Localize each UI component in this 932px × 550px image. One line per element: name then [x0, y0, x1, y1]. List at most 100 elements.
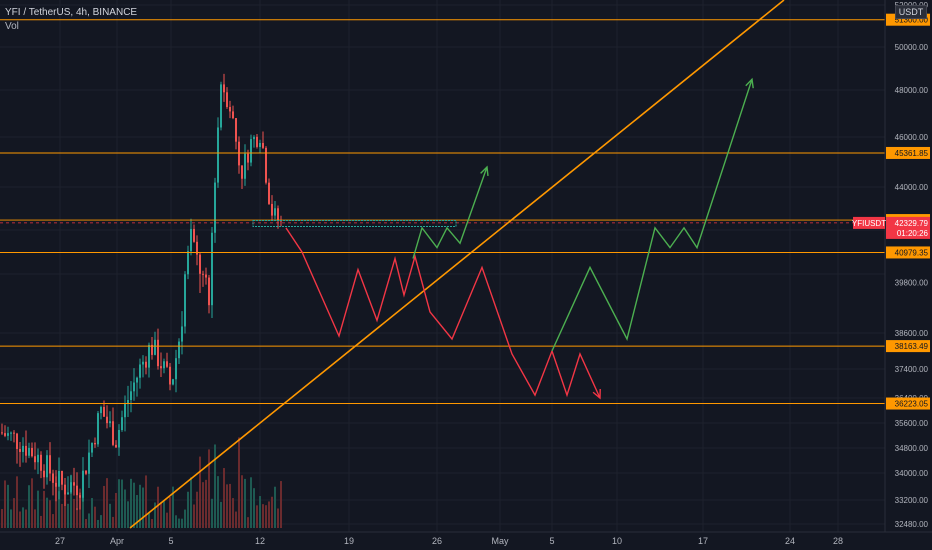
- currency-badge[interactable]: USDT: [895, 5, 927, 19]
- horizontal-levels[interactable]: [0, 19, 885, 405]
- candle-body: [130, 391, 132, 401]
- volume-bar: [265, 505, 267, 528]
- candle-body: [154, 339, 156, 355]
- candle-body: [73, 482, 75, 486]
- volume-bar: [91, 498, 93, 528]
- trendline-segment[interactable]: [129, 0, 785, 529]
- candle-body: [40, 454, 42, 471]
- volume-bar: [193, 504, 195, 528]
- level-label-bg[interactable]: [886, 397, 930, 410]
- volume-bar: [112, 516, 114, 528]
- current-price-bg[interactable]: [886, 216, 930, 239]
- volume-label: Vol: [5, 21, 19, 32]
- volume-bar: [148, 512, 150, 528]
- bullish-arrow-long[interactable]: [745, 77, 754, 89]
- candle-body: [271, 203, 273, 216]
- time-tick: 12: [255, 536, 265, 546]
- volume-bar: [76, 508, 78, 528]
- volume-bar: [211, 498, 213, 528]
- volume-bar: [262, 504, 264, 528]
- price-axis[interactable]: 52000.0050000.0048000.0046000.0044000.00…: [852, 0, 932, 550]
- candle-body: [10, 432, 12, 434]
- bearish-path[interactable]: [285, 227, 601, 399]
- level-label-bg[interactable]: [886, 340, 930, 353]
- level-label[interactable]: 40979.35: [895, 248, 929, 257]
- candle-body: [259, 142, 261, 147]
- candle-body: [70, 482, 72, 493]
- volume-bar: [10, 509, 12, 528]
- volume-bar: [226, 484, 228, 528]
- time-tick: Apr: [110, 536, 124, 546]
- volume-bar: [100, 515, 102, 528]
- price-tick: 50000.00: [895, 43, 929, 52]
- candle-body: [214, 182, 216, 233]
- candle-body: [88, 452, 90, 474]
- current-price-value[interactable]: 42329.79: [895, 219, 929, 228]
- bullish-path-short[interactable]: [412, 166, 488, 259]
- candle-body: [58, 470, 60, 487]
- trendline[interactable]: [129, 0, 785, 529]
- candle-body: [133, 382, 135, 392]
- volume-bar: [214, 444, 216, 528]
- volume-bar: [142, 487, 144, 528]
- level-label-bg[interactable]: [886, 146, 930, 159]
- candle-body: [124, 403, 126, 418]
- time-tick: 27: [55, 536, 65, 546]
- volume-bar: [187, 491, 189, 528]
- volume-bar: [67, 503, 69, 528]
- level-label[interactable]: 51300.00: [895, 16, 929, 25]
- volume-bar: [7, 484, 9, 528]
- bullish-arrow-short[interactable]: [480, 165, 489, 177]
- level-label[interactable]: 45361.85: [895, 149, 929, 158]
- volume-bar: [208, 449, 210, 528]
- bullish-path-long[interactable]: [551, 79, 753, 352]
- level-label[interactable]: 36223.05: [895, 400, 929, 409]
- volume-bar: [31, 478, 33, 528]
- volume-bar: [88, 513, 90, 528]
- volume-bars: [1, 437, 282, 528]
- support-zone[interactable]: [252, 220, 457, 228]
- candle-body: [16, 433, 18, 449]
- candle-body: [163, 361, 165, 369]
- symbol-tag-bg[interactable]: [853, 216, 885, 229]
- candle-body: [217, 127, 219, 183]
- candle-body: [49, 455, 51, 474]
- level-label-bg[interactable]: [886, 246, 930, 259]
- time-axis[interactable]: 27 Apr 5 12 19 26 May 5 10 17 24 28: [0, 531, 932, 550]
- candle-body: [157, 339, 159, 367]
- candle-body: [220, 84, 222, 128]
- candle-body: [256, 136, 258, 147]
- bearish-arrow[interactable]: [592, 388, 601, 400]
- candle-body: [238, 141, 240, 166]
- scenario-paths[interactable]: [252, 77, 754, 400]
- volume-bar: [61, 503, 63, 528]
- candle-countdown[interactable]: 01:20:26: [897, 229, 929, 238]
- volume-bar: [202, 482, 204, 528]
- candle-body: [229, 106, 231, 112]
- time-tick: 24: [785, 536, 795, 546]
- volume-bar: [115, 492, 117, 528]
- price-tick: 48000.00: [895, 86, 929, 95]
- volume-bar: [178, 518, 180, 528]
- volume-bar: [259, 496, 261, 528]
- candle-body: [7, 433, 9, 436]
- candle-body: [85, 470, 87, 474]
- candle-body: [265, 147, 267, 183]
- candle-body: [277, 208, 279, 221]
- level-label[interactable]: 38163.49: [895, 342, 929, 351]
- volume-bar: [205, 479, 207, 528]
- candle-body: [118, 430, 120, 448]
- symbol-tag[interactable]: YFIUSDT: [852, 219, 886, 228]
- candle-body: [25, 445, 27, 456]
- volume-bar: [85, 519, 87, 528]
- candle-body: [268, 182, 270, 204]
- volume-bar: [58, 491, 60, 528]
- volume-bar: [172, 486, 174, 528]
- time-tick: 10: [612, 536, 622, 546]
- volume-bar: [217, 476, 219, 528]
- candle-body: [139, 364, 141, 378]
- volume-bar: [52, 514, 54, 528]
- volume-bar: [256, 505, 258, 528]
- candle-body: [67, 492, 69, 495]
